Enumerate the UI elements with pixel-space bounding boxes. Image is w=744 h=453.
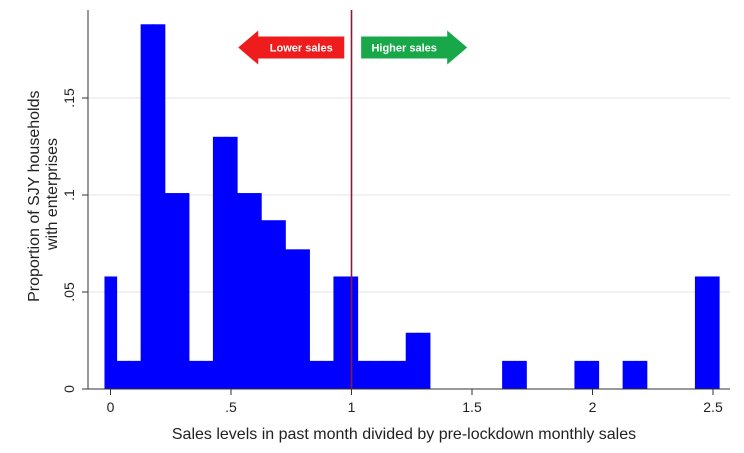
annotation-label-0: Lower sales <box>270 43 333 55</box>
annotations: Lower sales Higher sales <box>238 30 468 65</box>
histogram-bar-25 <box>405 332 419 389</box>
histogram-bar-31 <box>622 360 636 389</box>
histogram-bar-23 <box>381 360 395 389</box>
histogram-bar-17 <box>309 360 322 389</box>
annotation-label-1: Higher sales <box>371 43 436 55</box>
histogram-bar-33 <box>694 276 708 389</box>
histogram-bar-2 <box>128 360 142 389</box>
histogram-bar-8 <box>200 360 214 389</box>
histogram-bars <box>104 24 720 390</box>
histogram-bar-19 <box>333 276 347 389</box>
x-tick-label-0: 0 <box>107 399 115 415</box>
y-axis-title-line-2: with enterprises <box>44 138 61 251</box>
gridlines <box>88 97 730 293</box>
histogram-bar-24 <box>393 360 407 389</box>
x-tick-label-1: .5 <box>225 399 237 415</box>
y-axis-title: Proportion of SJY households with enterp… <box>26 86 61 302</box>
x-tick-label-2: 1 <box>348 399 356 415</box>
histogram-bar-29 <box>574 360 588 389</box>
histogram-bar-34 <box>706 276 720 389</box>
histogram-bar-1 <box>116 360 130 389</box>
histogram-bar-27 <box>502 360 515 389</box>
histogram-bar-11 <box>237 193 250 389</box>
histogram-bar-6 <box>176 193 190 389</box>
y-axis-title-line-1: Proportion of SJY households <box>26 91 43 302</box>
histogram-bar-7 <box>188 360 202 389</box>
histogram-bar-30 <box>586 360 600 389</box>
y-tick-label-3: .15 <box>61 88 77 108</box>
axes: 0 .05 .1 .15 0 .5 1 1.5 2 2.5 <box>61 10 730 415</box>
histogram-bar-18 <box>321 360 335 389</box>
histogram-bar-32 <box>634 360 648 389</box>
histogram-bar-26 <box>417 332 431 389</box>
x-tick-label-4: 2 <box>589 399 597 415</box>
histogram-bar-15 <box>285 249 298 389</box>
histogram-bar-14 <box>273 220 286 389</box>
histogram-bar-21 <box>357 360 371 389</box>
histogram-bar-12 <box>249 193 262 389</box>
y-tick-label-1: .05 <box>61 282 77 302</box>
histogram-bar-10 <box>224 136 238 389</box>
histogram-bar-22 <box>369 360 383 389</box>
histogram-bar-4 <box>152 24 166 390</box>
y-tick-label-0: 0 <box>61 385 77 393</box>
histogram-bar-5 <box>164 193 178 389</box>
histogram-bar-13 <box>261 220 274 389</box>
x-tick-label-3: 1.5 <box>462 399 482 415</box>
histogram-bar-0 <box>104 276 118 389</box>
x-axis-title: Sales levels in past month divided by pr… <box>172 426 636 443</box>
annotation-arrow-left-0 <box>238 30 345 65</box>
histogram-bar-16 <box>297 249 310 389</box>
annotation-arrow-right-1 <box>361 30 468 65</box>
histogram-bar-3 <box>140 24 154 390</box>
y-tick-label-2: .1 <box>61 189 77 201</box>
x-tick-label-5: 2.5 <box>703 399 723 415</box>
histogram-bar-9 <box>212 136 226 389</box>
histogram-bar-28 <box>514 360 527 389</box>
